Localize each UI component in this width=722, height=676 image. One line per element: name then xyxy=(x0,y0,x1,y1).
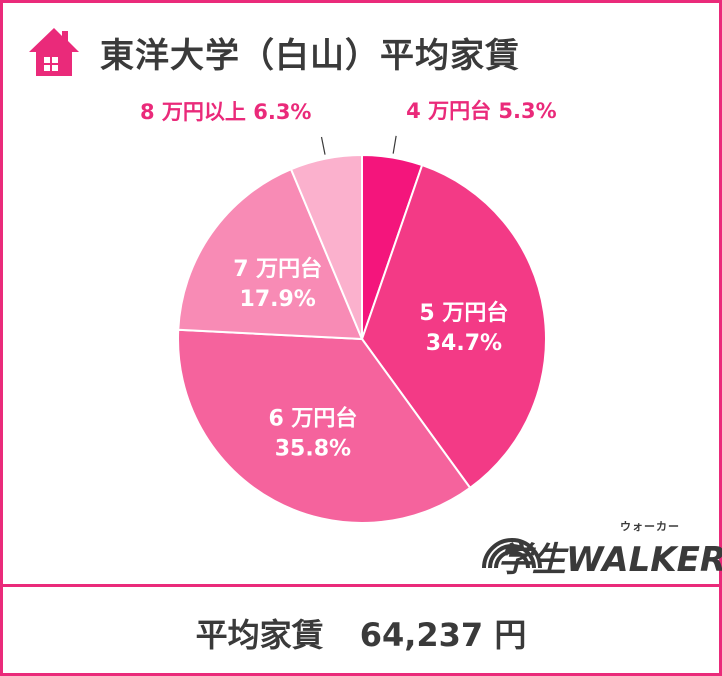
slice-label: 8 万円以上 xyxy=(140,100,253,124)
slice-label: 5 万円台 xyxy=(419,300,508,326)
slice-value-label: 35.8% xyxy=(275,437,351,462)
pie-slice xyxy=(289,153,363,340)
average-rent-summary: 平均家賃 64,237 円 xyxy=(0,590,722,676)
page-title: 東洋大学（白山）平均家賃 xyxy=(100,35,520,76)
slice-label: 7 万円台 xyxy=(233,256,322,282)
slice-value-label: 34.7% xyxy=(426,331,502,356)
slice-value-label: 17.9% xyxy=(240,287,316,312)
pie-chart: 4 万円台 5.3% 5 万円台 34.7% 6 万円台 35.8% 7 万円台 17.9%… xyxy=(140,99,557,524)
outside-slice-label: 8 万円以上 6.3% xyxy=(140,100,311,124)
logo-kana: ウォーカー xyxy=(620,520,680,533)
logo-text: 学生WALKER xyxy=(498,540,722,580)
slice-label: 6 万円台 xyxy=(268,406,357,432)
average-rent-amount: 64,237 円 xyxy=(359,616,527,654)
gakusei-walker-logo: ウォーカー 学生WALKER xyxy=(476,510,722,580)
logo-rings-icon xyxy=(482,538,542,569)
pie-slice xyxy=(360,163,547,490)
pie-slice xyxy=(177,167,364,341)
house-icon xyxy=(29,28,79,76)
leader-line xyxy=(392,135,397,154)
header: 東洋大学（白山）平均家賃 xyxy=(26,22,520,82)
slice-value-label: 5.3% xyxy=(498,99,556,123)
slice-value-label: 6.3% xyxy=(253,100,311,124)
pie-slice xyxy=(177,328,472,524)
footer-divider xyxy=(0,584,722,587)
outside-slice-label: 4 万円台 5.3% xyxy=(406,99,556,123)
slice-label: 4 万円台 xyxy=(406,99,498,123)
average-rent-label: 平均家賃 xyxy=(195,616,324,654)
leader-line xyxy=(320,136,326,155)
